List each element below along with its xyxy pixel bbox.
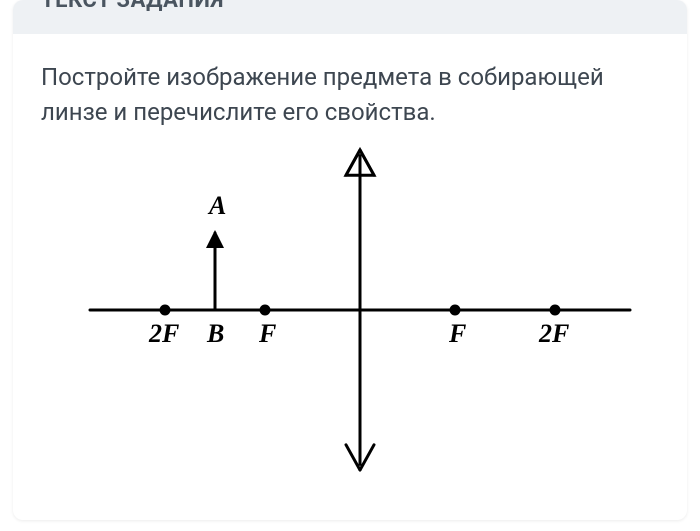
- lens-diagram-svg: 2F F F 2F A B: [60, 140, 640, 500]
- lens-diagram: 2F F F 2F A B: [41, 140, 659, 500]
- svg-text:F: F: [258, 319, 276, 348]
- svg-text:F: F: [448, 319, 466, 348]
- card-body: Постройте изображение предмета в собираю…: [13, 34, 687, 520]
- card-header: ТЕКСТ ЗАДАНИЯ: [13, 0, 687, 34]
- card-header-title: ТЕКСТ ЗАДАНИЯ: [41, 0, 224, 13]
- task-card: ТЕКСТ ЗАДАНИЯ Постройте изображение пред…: [13, 0, 687, 520]
- svg-text:2F: 2F: [538, 319, 569, 348]
- task-text: Постройте изображение предмета в собираю…: [41, 60, 659, 130]
- svg-text:2F: 2F: [148, 319, 179, 348]
- svg-text:B: B: [206, 319, 224, 348]
- svg-text:A: A: [207, 191, 226, 220]
